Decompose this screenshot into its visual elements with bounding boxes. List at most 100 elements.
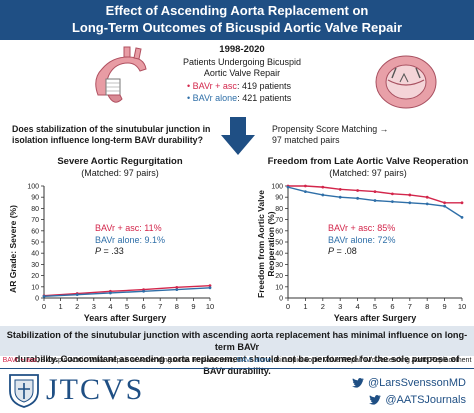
left-chart-series-point-0 — [208, 284, 212, 288]
title-line-2: Long-Term Outcomes of Bicuspid Aortic Va… — [71, 20, 403, 35]
right-chart-y-tick-label: 30 — [275, 262, 283, 269]
right-chart-y-tick-label: 0 — [279, 296, 283, 303]
group-bavr-alone-label: BAVr alone — [192, 93, 238, 103]
left-chart-y-tick-label: 80 — [31, 206, 39, 213]
left-chart-y-tick-label: 50 — [31, 240, 39, 247]
left-panel-subtitle: (Matched: 97 pairs) — [81, 168, 159, 178]
study-population: Patients Undergoing Bicuspid Aortic Valv… — [168, 57, 316, 79]
abbreviations: BAVr + asc, Bicuspid Aortic Valve Repair… — [0, 357, 474, 364]
left-chart-x-tick-label: 3 — [92, 302, 96, 310]
left-p-text: = .33 — [101, 246, 124, 256]
study-years: 1998-2020 — [219, 44, 265, 55]
propensity-matching: Propensity Score Matching → 97 matched p… — [272, 124, 462, 146]
right-chart-series-point-0 — [356, 189, 359, 192]
right-p-value: P = .08 — [328, 246, 396, 258]
left-p-value: P = .33 — [95, 246, 165, 258]
jtcvs-logo: JTCVS — [46, 373, 145, 406]
left-chart-x-tick-label: 8 — [175, 302, 179, 310]
right-chart-y-tick-label: 90 — [275, 195, 283, 202]
left-chart-series-point-1 — [75, 293, 79, 297]
question-line-2: isolation influence long-term BAVr durab… — [12, 135, 203, 145]
twitter-icon — [352, 378, 365, 388]
left-chart-y-tick-label: 30 — [31, 262, 39, 269]
left-chart-y-tick-label: 40 — [31, 251, 39, 258]
right-chart-y-tick-label: 60 — [275, 228, 283, 235]
psm-line-1: Propensity Score Matching → — [272, 124, 389, 134]
bicuspid-valve-illustration — [375, 55, 437, 109]
psm-line-2: 97 matched pairs — [272, 135, 340, 145]
twitter-icon — [369, 395, 382, 405]
left-legend-red: BAVr + asc: 11% — [95, 223, 162, 233]
bullet-red: • — [187, 81, 193, 91]
right-chart-series-point-1 — [408, 201, 412, 205]
conclusion-line-1: Stabilization of the sinutubular junctio… — [6, 330, 468, 352]
right-chart-x-tick-label: 1 — [303, 302, 307, 310]
left-chart-x-tick-label: 0 — [42, 302, 46, 310]
right-chart-series-point-0 — [338, 187, 342, 191]
twitter-handle-2-text: @AATSJournals — [385, 394, 466, 406]
right-chart-series-point-1 — [321, 193, 325, 197]
left-chart-series-point-1 — [208, 286, 212, 290]
population-line-2: Aortic Valve Repair — [203, 68, 281, 78]
right-chart-series-point-1 — [373, 199, 377, 202]
left-chart-y-tick-label: 0 — [35, 296, 39, 303]
right-chart-series-point-1 — [338, 195, 342, 199]
left-chart-y-tick-label: 100 — [27, 184, 39, 191]
left-chart-severe-ar: 0 10 20 30 40 50 60 70 80 90 100 0 1 2 3 4 5 6 7 8 9 10 — [27, 184, 214, 311]
question-line-1: Does stabilization of the sinutubular ju… — [12, 124, 211, 134]
right-legend-red: BAVr + asc: 85% — [328, 223, 396, 233]
left-chart-y-tick-label: 70 — [31, 217, 39, 224]
group-bavr-alone: • BAVr alone: 421 patients — [187, 93, 291, 103]
group-bavr-asc-count: : 419 patients — [236, 81, 291, 91]
right-chart-reoperation: 0 10 20 30 40 50 60 70 80 90 100 0 1 2 3 4 5 6 7 8 9 10 — [271, 184, 466, 311]
right-chart-series-point-0 — [391, 192, 394, 196]
right-chart-series-point-0 — [373, 190, 377, 193]
left-chart-series-line-0 — [43, 284, 211, 297]
right-chart-x-tick-label: 3 — [338, 302, 342, 310]
left-chart-series-point-1 — [109, 291, 112, 295]
right-chart-series-point-1 — [304, 190, 307, 193]
right-chart-y-tick-label: 50 — [275, 240, 283, 247]
right-legend-blue: BAVr alone: 72% — [328, 234, 396, 245]
left-chart-series-point-0 — [175, 285, 179, 289]
right-legend: BAVr + asc: 85% BAVr alone: 72% P = .08 — [328, 223, 396, 258]
left-chart-y-tick-label: 10 — [31, 284, 39, 291]
right-chart-x-tick-label: 5 — [373, 302, 377, 310]
left-chart-x-tick-label: 6 — [142, 302, 146, 310]
right-chart-x-tick-label: 4 — [356, 302, 360, 310]
research-question: Does stabilization of the sinutubular ju… — [12, 124, 220, 146]
right-panel-subtitle: (Matched: 97 pairs) — [329, 168, 407, 178]
left-chart-x-tick-label: 9 — [191, 302, 195, 310]
abbr-blue-def: , Bicuspid Aortic Valve Repair w/o Ascen… — [271, 357, 472, 364]
left-chart-series-point-1 — [175, 288, 179, 291]
right-chart-x-tick-label: 0 — [286, 302, 290, 310]
left-chart-y-tick-label: 20 — [31, 273, 39, 280]
right-chart-y-tick-label: 40 — [275, 251, 283, 258]
left-legend: BAVr + asc: 11% BAVr alone: 9.1% P = .33 — [95, 223, 165, 258]
right-p-label: P — [328, 246, 335, 256]
right-chart-y-tick-label: 20 — [275, 273, 283, 280]
right-chart-series-point-1 — [356, 196, 359, 200]
right-chart-x-tick-label: 9 — [443, 302, 447, 310]
right-chart-series-point-0 — [408, 193, 412, 197]
left-chart-y-tick-label: 90 — [31, 195, 39, 202]
left-legend-blue: BAVr alone: 9.1% — [95, 234, 166, 245]
twitter-handle-1[interactable]: @LarsSvenssonMD — [352, 377, 466, 389]
right-chart-series-point-0 — [321, 185, 325, 189]
right-chart-series-point-0 — [304, 184, 307, 188]
right-x-axis-label: Years after Surgery — [333, 313, 417, 323]
title-line-1: Effect of Ascending Aorta Replacement on — [105, 3, 369, 18]
right-chart-x-tick-label: 2 — [321, 302, 325, 310]
right-chart-x-tick-label: 7 — [408, 302, 412, 310]
right-chart-series-point-0 — [443, 201, 446, 205]
bullet-blue: • — [187, 93, 193, 103]
left-chart-x-tick-label: 10 — [206, 302, 214, 310]
aorta-graft-illustration — [95, 46, 147, 103]
left-chart-series-point-1 — [142, 289, 145, 293]
left-p-label: P — [95, 246, 102, 256]
twitter-handle-2[interactable]: @AATSJournals — [369, 394, 466, 406]
right-chart-y-tick-label: 70 — [275, 217, 283, 224]
right-chart-series-point-1 — [443, 204, 446, 208]
left-y-axis-label: AR Grade: Severe (%) — [8, 205, 18, 293]
right-p-text: = .08 — [334, 246, 357, 256]
